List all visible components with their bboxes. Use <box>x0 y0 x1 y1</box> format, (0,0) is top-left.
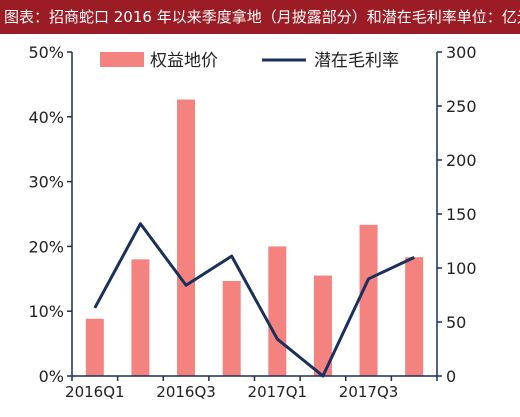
right-tick-label: 0 <box>446 367 456 386</box>
bar-2016Q1 <box>86 319 104 376</box>
right-tick-label: 300 <box>446 43 477 62</box>
right-tick-label: 250 <box>446 97 477 116</box>
chart-title: 图表：招商蛇口 2016 年以来季度拿地（月披露部分）和潜在毛利率单位：亿元 <box>0 0 520 34</box>
legend-line-label: 潜在毛利率 <box>314 51 399 71</box>
bar-2016Q4 <box>223 281 241 376</box>
left-tick-label: 40% <box>28 108 64 127</box>
left-tick-label: 30% <box>28 173 64 192</box>
bar-2016Q2 <box>131 259 149 376</box>
combo-chart: 0% 10% 20% 30% 40% 50% 0 50 100 150 200 250 300 2016Q… <box>0 34 520 413</box>
right-tick-label: 200 <box>446 151 477 170</box>
right-tick-label: 100 <box>446 259 477 278</box>
left-tick-label: 0% <box>39 367 64 386</box>
left-tick-label: 20% <box>28 237 64 256</box>
x-tick-label: 2016Q3 <box>156 383 216 401</box>
bars-layer <box>86 100 423 376</box>
bar-2017Q3 <box>360 225 378 376</box>
bar-2017Q1 <box>268 246 286 376</box>
legend-bar-label: 权益地价 <box>150 51 218 71</box>
bar-2017Q4 <box>405 257 423 376</box>
x-tick-label: 2016Q1 <box>65 383 125 401</box>
right-tick-label: 150 <box>446 205 477 224</box>
bar-2016Q3 <box>177 100 195 376</box>
right-tick-label: 50 <box>446 313 466 332</box>
left-tick-label: 50% <box>28 43 64 62</box>
x-tick-label: 2017Q1 <box>248 383 308 401</box>
left-tick-label: 10% <box>28 302 64 321</box>
legend-bar-swatch <box>100 52 144 67</box>
chart-area: 0% 10% 20% 30% 40% 50% 0 50 100 150 200 250 300 2016Q… <box>0 34 520 413</box>
x-tick-label: 2017Q3 <box>339 383 399 401</box>
legend: 权益地价 潜在毛利率 <box>100 51 399 71</box>
